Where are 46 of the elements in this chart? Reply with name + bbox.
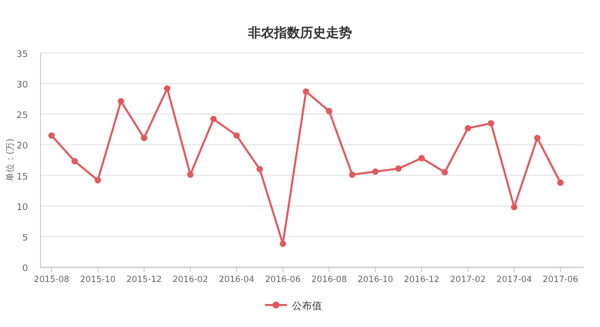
point [418,154,425,162]
point [510,204,518,210]
point [326,108,332,114]
point [395,165,402,172]
point [118,98,124,105]
point [256,166,263,172]
point [164,85,170,92]
point [349,171,356,178]
point [557,179,564,186]
x-tick-label: 2015-12 [126,275,162,285]
x-tick-label: 2017-02 [450,275,486,285]
x-tick-label: 2017-04 [496,275,532,285]
point [442,169,448,176]
x-tick-label: 2015-10 [80,275,116,285]
chart-title: 非农指数历史走势 [247,25,352,41]
x-tick-label: 2016-06 [265,275,301,285]
point [488,120,494,127]
point [140,134,148,142]
legend-label: 公布值 [292,300,322,312]
point [48,132,55,139]
point [187,171,194,178]
y-tick-label: 0 [22,264,28,274]
y-axis-title: 单位：(万) [5,138,16,182]
y-tick-label: 10 [16,202,28,213]
y-tick-label: 20 [16,142,28,152]
point [302,88,310,95]
y-tick-label: 15 [16,172,28,182]
x-tick-label: 2016-02 [172,275,208,285]
x-tick-label: 2016-04 [218,275,254,285]
point [71,158,78,164]
x-tick-label: 2017-06 [542,275,578,285]
point [534,134,541,142]
point [372,168,379,175]
x-tick-label: 2016-12 [404,275,440,285]
y-tick-label: 35 [16,50,28,60]
x-tick-label: 2015-08 [34,275,70,285]
point [233,132,240,139]
point [210,116,217,122]
x-tick-label: 2016-10 [358,275,394,285]
y-tick-label: 5 [22,233,28,244]
point [94,176,102,184]
point [464,125,472,132]
point [280,240,286,247]
y-tick-label: 30 [16,80,28,91]
y-tick-label: 25 [16,111,28,122]
x-tick-label: 2016-08 [311,275,347,285]
